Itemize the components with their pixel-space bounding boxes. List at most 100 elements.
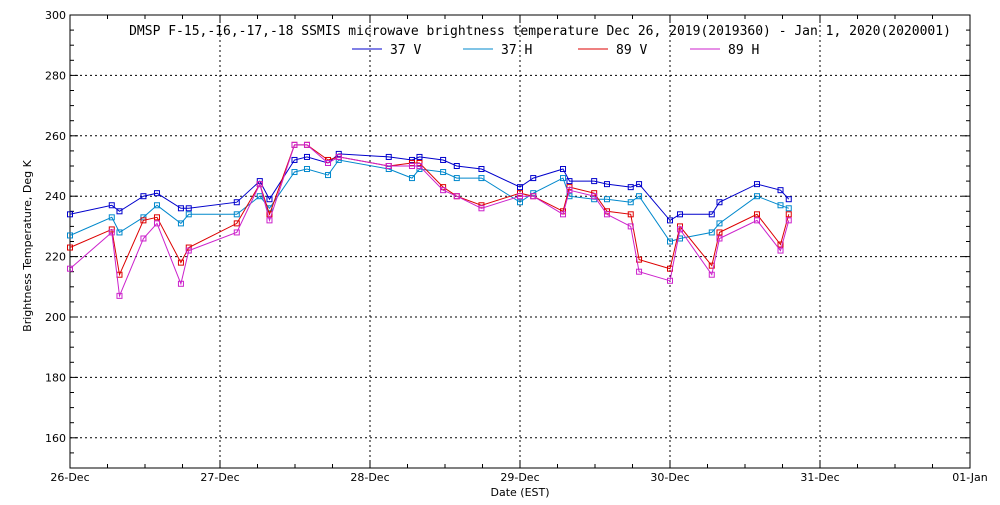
data-point-89-v (153, 214, 160, 221)
data-point-37-v (566, 178, 573, 185)
series-line-89-h (69, 144, 790, 298)
x-tick-label: 27-Dec (200, 471, 239, 484)
data-point-89-h (603, 211, 610, 218)
data-point-37-v (636, 181, 643, 188)
data-point-89-h (677, 226, 683, 233)
data-point-37-v (667, 217, 673, 224)
data-point-37-h (303, 166, 310, 173)
data-point-37-v (716, 199, 723, 206)
data-point-89-h (517, 193, 523, 200)
data-point-89-h (530, 193, 537, 200)
data-point-89-v (753, 211, 760, 218)
data-point-37-v (440, 156, 447, 163)
legend-label-89-h: 89 H (728, 43, 759, 58)
series-89-h (67, 141, 792, 299)
data-point-89-h (560, 211, 567, 218)
data-point-37-v (303, 153, 310, 160)
data-point-89-v (185, 244, 192, 251)
y-tick-label: 240 (45, 190, 66, 203)
y-tick-label: 200 (45, 311, 66, 324)
data-point-89-v (785, 211, 792, 218)
data-point-37-v (603, 181, 610, 188)
data-point-37-h (440, 169, 447, 176)
data-point-37-h (530, 190, 537, 197)
data-point-37-h (116, 229, 123, 236)
data-point-37-h (627, 199, 634, 206)
data-point-89-h (408, 163, 415, 169)
data-point-89-h (256, 181, 263, 188)
data-point-37-h (708, 229, 715, 236)
x-tick-label: 28-Dec (350, 471, 389, 484)
data-point-37-v (291, 156, 298, 163)
series-line-37-h (69, 159, 789, 243)
legend-label-37-v: 37 V (390, 43, 421, 58)
data-point-37-v (67, 211, 73, 218)
x-axis-label: Date (EST) (490, 486, 549, 499)
data-point-37-v (385, 153, 392, 160)
y-tick-label: 280 (45, 69, 66, 82)
data-point-37-h (153, 202, 160, 209)
data-point-37-v (591, 178, 598, 185)
data-point-89-v (233, 220, 240, 227)
data-point-89-v (416, 159, 423, 166)
series (67, 141, 792, 299)
data-point-37-h (478, 175, 485, 182)
data-point-89-h (335, 153, 342, 160)
data-point-89-h (636, 268, 643, 275)
data-point-89-h (325, 159, 332, 166)
data-point-89-h (667, 277, 673, 284)
data-point-37-v (677, 211, 683, 218)
data-point-37-v (266, 196, 273, 203)
data-point-89-h (627, 223, 634, 230)
data-point-37-h (177, 220, 184, 227)
data-point-37-v (140, 193, 147, 200)
data-point-37-v (753, 181, 760, 188)
data-point-37-h (233, 211, 240, 218)
data-point-89-h (716, 235, 723, 242)
data-point-89-v (627, 211, 634, 218)
data-point-89-h (233, 229, 240, 236)
data-point-37-h (603, 196, 610, 203)
data-point-89-h (108, 229, 115, 236)
data-point-89-h (478, 205, 485, 212)
series-37-v (67, 150, 792, 224)
data-point-89-h (291, 141, 298, 148)
x-tick-label: 26-Dec (50, 471, 89, 484)
y-tick-label: 260 (45, 130, 66, 143)
data-point-89-v (517, 190, 523, 197)
data-point-37-h (385, 166, 392, 173)
data-point-89-h (777, 247, 784, 254)
data-point-37-h (108, 214, 115, 221)
data-point-37-h (185, 211, 192, 218)
data-point-89-h (266, 217, 273, 224)
data-point-89-h (116, 292, 123, 299)
data-point-37-v (233, 199, 240, 206)
data-point-37-h (67, 232, 73, 239)
data-point-37-h (777, 202, 784, 209)
data-point-37-h (140, 214, 147, 221)
data-point-89-h (566, 187, 573, 194)
data-point-89-v (708, 262, 715, 269)
data-point-37-h (753, 193, 760, 200)
data-point-89-v (566, 184, 573, 191)
x-tick-label: 31-Dec (800, 471, 839, 484)
data-point-37-v (453, 163, 460, 169)
data-point-37-h (560, 175, 567, 182)
data-point-89-h (153, 220, 160, 227)
data-point-37-h (636, 193, 643, 200)
y-tick-label: 300 (45, 9, 66, 22)
data-point-89-h (708, 271, 715, 278)
legend: 37 V 37 H 89 V 89 H (352, 43, 759, 58)
data-point-89-v (777, 241, 784, 248)
data-point-37-v (785, 196, 792, 203)
data-point-37-v (116, 208, 123, 215)
x-tick-label: 30-Dec (650, 471, 689, 484)
data-point-37-v (408, 156, 415, 163)
data-point-89-h (440, 187, 447, 194)
data-point-37-v (627, 184, 634, 191)
axes: 26-Dec 27-Dec 28-Dec 29-Dec 30-Dec 31-Dec 01-J… (45, 9, 988, 484)
y-tick-label: 220 (45, 251, 66, 264)
